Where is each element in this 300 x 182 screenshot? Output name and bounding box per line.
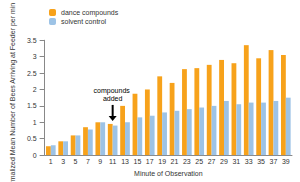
svg-text:39: 39 [282,158,290,165]
svg-text:19: 19 [158,158,166,165]
svg-text:25: 25 [195,158,203,165]
svg-text:compounds: compounds [94,87,132,95]
svg-text:3.5: 3.5 [27,37,37,44]
svg-text:7: 7 [86,158,90,165]
svg-text:3: 3 [61,158,65,165]
svg-text:31: 31 [232,158,240,165]
svg-text:1.5: 1.5 [27,102,37,109]
svg-text:29: 29 [220,158,228,165]
svg-text:1: 1 [49,158,53,165]
svg-text:21: 21 [171,158,179,165]
svg-text:1: 1 [33,119,37,126]
svg-text:Minute of Observation: Minute of Observation [134,170,203,177]
svg-text:13: 13 [121,158,129,165]
svg-text:17: 17 [146,158,154,165]
svg-text:2: 2 [33,86,37,93]
svg-text:33: 33 [245,158,253,165]
svg-text:27: 27 [208,158,216,165]
svg-text:11: 11 [109,158,116,165]
svg-text:9: 9 [98,158,102,165]
svg-text:37: 37 [270,158,278,165]
svg-text:Normalized Mean Number of Bees: Normalized Mean Number of Bees Arriving … [9,3,17,182]
svg-text:0.5: 0.5 [27,135,37,142]
svg-text:23: 23 [183,158,191,165]
svg-text:solvent control: solvent control [61,18,107,25]
svg-text:5: 5 [74,158,78,165]
svg-text:3: 3 [33,53,37,60]
svg-text:added: added [103,95,123,102]
svg-text:2.5: 2.5 [27,70,37,77]
svg-text:dance compounds: dance compounds [61,9,119,17]
svg-text:35: 35 [257,158,265,165]
svg-text:15: 15 [133,158,141,165]
svg-text:0: 0 [33,152,37,159]
